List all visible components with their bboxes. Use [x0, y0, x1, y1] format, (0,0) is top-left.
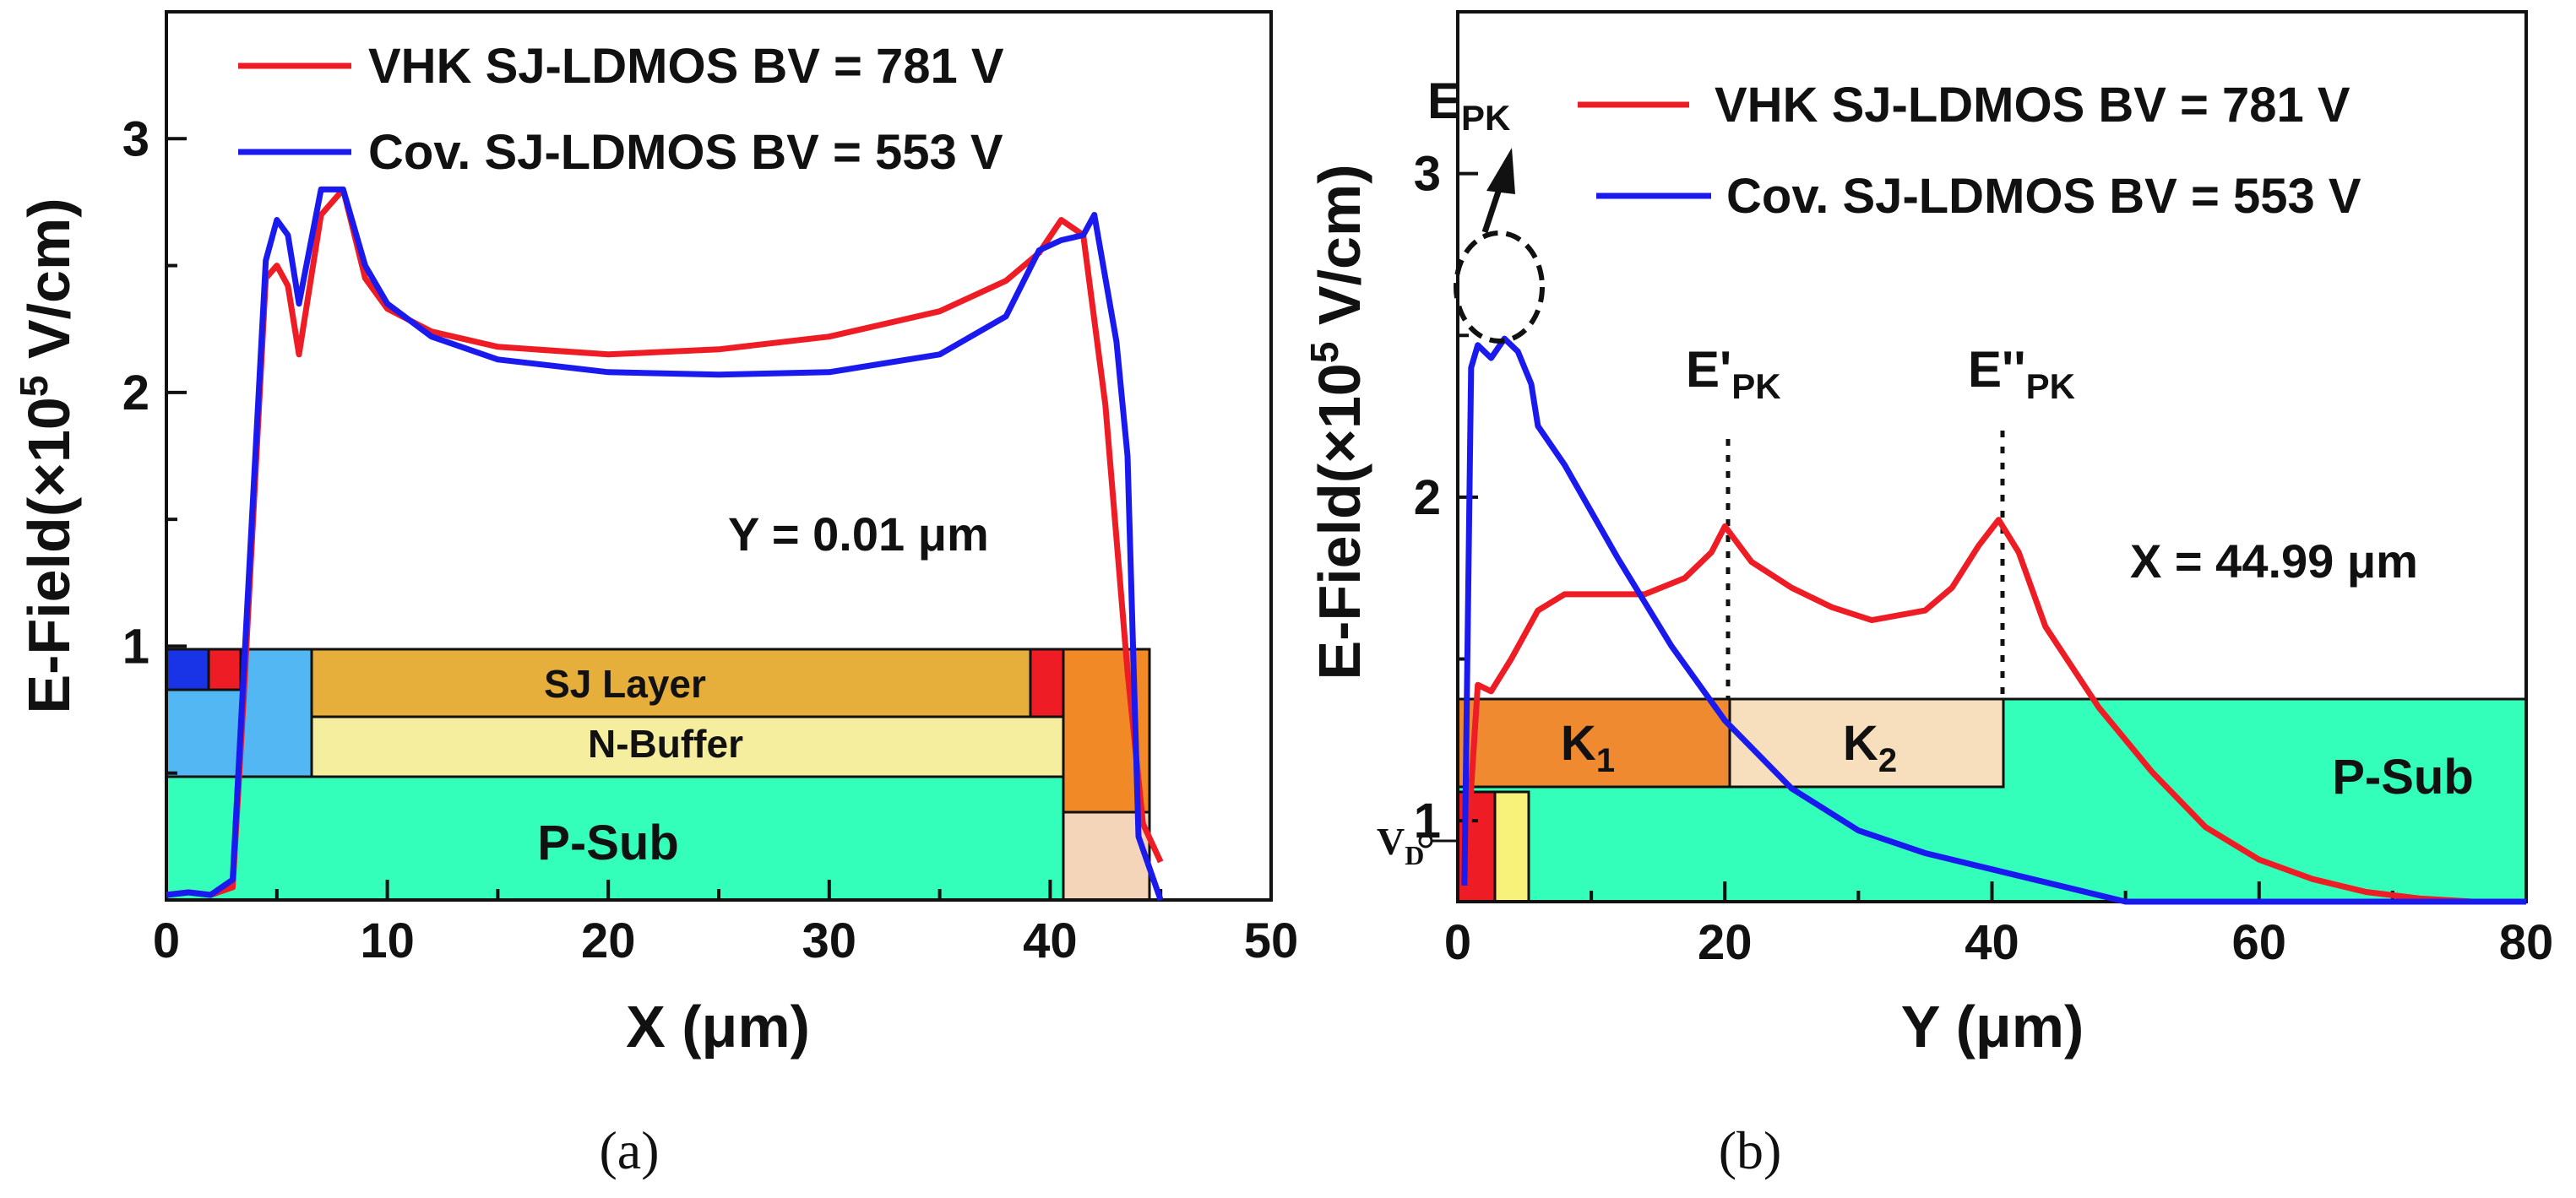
nplus-source-a — [165, 648, 210, 691]
vd-label: VD — [1377, 820, 1424, 870]
legend-label-cov-b: Cov. SJ-LDMOS BV = 553 V — [1726, 169, 2361, 224]
series-line-cov-a — [166, 186, 1164, 902]
peak-highlight-ellipse — [1454, 230, 1545, 344]
x-tick-label: 40 — [1023, 913, 1078, 968]
nbuffer-label: N-Buffer — [588, 722, 743, 766]
psub-label-a: P-Sub — [537, 816, 679, 870]
panel-a: SJ Layer N-Buffer P-Sub 0 10 20 30 40 50 1 2 3 V… — [12, 10, 1299, 1180]
psub-region-a — [165, 775, 1151, 902]
x-tick-label: 0 — [1444, 915, 1471, 970]
peak-label-epk-prime: E'PK — [1686, 341, 1781, 406]
x-tick-label: 20 — [581, 913, 636, 968]
y-tick-label: 3 — [1414, 147, 1441, 202]
annotation-x-position: X = 44.99 μm — [2130, 534, 2418, 588]
y-axis-label-b: E-Field(×105 V/cm) — [1302, 164, 1372, 680]
x-tick-label: 60 — [2231, 915, 2286, 970]
x-tick-label: 0 — [153, 913, 180, 968]
peak-arrow-head — [1486, 148, 1515, 194]
k2-label: K2 — [1843, 716, 1897, 779]
caption-a: (a) — [599, 1120, 659, 1180]
pplus-source-a — [207, 648, 242, 691]
device-structure-a — [165, 648, 1151, 902]
psub-label-b: P-Sub — [2332, 750, 2474, 805]
legend-label-cov-a: Cov. SJ-LDMOS BV = 553 V — [368, 125, 1003, 180]
y-tick-label: 2 — [1414, 470, 1441, 525]
sj-layer-label: SJ Layer — [544, 662, 706, 706]
y-tick-label: 3 — [122, 111, 149, 166]
x-axis-label-a: X (μm) — [626, 994, 810, 1060]
legend-label-vhk-a: VHK SJ-LDMOS BV = 781 V — [368, 39, 1004, 94]
y-axis-label-a: E-Field(×105 V/cm) — [12, 198, 82, 713]
peak-label-epk-double-prime: E''PK — [1968, 341, 2075, 406]
vd-terminal-circle — [1418, 833, 1433, 848]
peak-label-epk: EPK — [1427, 73, 1510, 138]
x-tick-label: 80 — [2499, 915, 2554, 970]
x-tick-label: 40 — [1965, 915, 2019, 970]
x-axis-label-b: Y (μm) — [1901, 994, 2084, 1060]
x-tick-label: 20 — [1698, 915, 1753, 970]
peak-arrow-shaft — [1481, 187, 1503, 234]
axis-ticks-b: 0 20 40 60 80 1 2 3 — [1414, 10, 2554, 970]
annotation-y-position: Y = 0.01 μm — [728, 507, 989, 561]
y-tick-label: 1 — [1414, 794, 1441, 848]
series-line-cov-b — [1461, 335, 2526, 905]
y-tick-label: 1 — [122, 619, 149, 674]
caption-b: (b) — [1719, 1120, 1782, 1180]
axis-ticks-a: 0 10 20 30 40 50 1 2 3 — [122, 10, 1299, 968]
series-line-vhk-b — [1461, 517, 2526, 905]
drain-contact-a — [1029, 648, 1065, 718]
panel-b: K1 K2 P-Sub VD 0 20 40 60 80 1 2 3 EPK E'PK E''… — [1302, 10, 2554, 1180]
nbuffer-region-a — [310, 715, 1065, 778]
x-tick-label: 10 — [360, 913, 415, 968]
k1-label: K1 — [1561, 716, 1615, 779]
k1-region — [1456, 697, 1731, 789]
y-tick-label: 2 — [122, 366, 149, 420]
x-tick-label: 30 — [802, 913, 857, 968]
legend-label-vhk-b: VHK SJ-LDMOS BV = 781 V — [1715, 78, 2350, 133]
drain-yellow-region-b — [1493, 790, 1530, 903]
x-tick-label: 50 — [1244, 913, 1299, 968]
